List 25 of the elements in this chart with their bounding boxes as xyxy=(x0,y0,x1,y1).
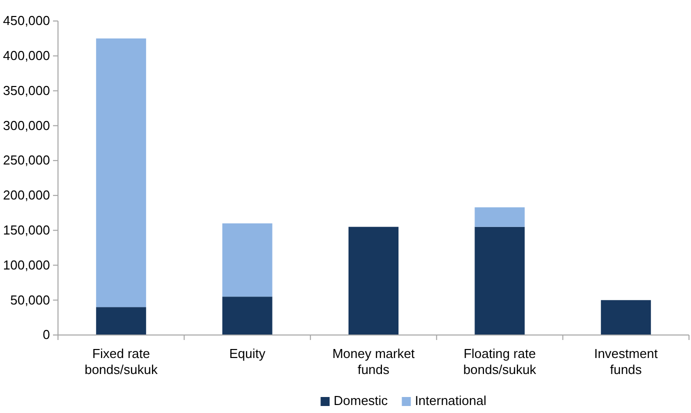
y-tick-label: 50,000 xyxy=(10,292,50,308)
x-tick-label: Investment funds xyxy=(594,346,658,377)
bar xyxy=(474,207,525,227)
x-tick-label: Equity xyxy=(229,346,266,361)
bar xyxy=(96,38,146,308)
y-tick-label: 150,000 xyxy=(3,222,50,238)
y-tick-label: 300,000 xyxy=(3,118,50,133)
y-tick-label: 100,000 xyxy=(3,257,50,272)
x-tick-label: Floating rate bonds/sukuk xyxy=(463,346,537,377)
bar xyxy=(600,300,651,335)
bar xyxy=(222,223,272,297)
bar xyxy=(96,307,146,335)
bar xyxy=(474,226,525,335)
y-tick-label: 450,000 xyxy=(3,13,50,28)
x-tick-label: Fixed rate bonds/sukuk xyxy=(84,346,158,377)
y-tick-label: 400,000 xyxy=(3,48,50,64)
y-tick-label: 0 xyxy=(42,327,50,342)
legend-label: Domestic xyxy=(334,393,388,408)
y-tick-label: 200,000 xyxy=(3,188,50,203)
legend-label: International xyxy=(414,393,486,408)
bar xyxy=(348,226,398,335)
y-tick-label: 250,000 xyxy=(3,152,50,168)
y-tick-label: 350,000 xyxy=(3,82,50,98)
bar xyxy=(222,296,272,335)
x-tick-label: Money market funds xyxy=(332,346,416,377)
